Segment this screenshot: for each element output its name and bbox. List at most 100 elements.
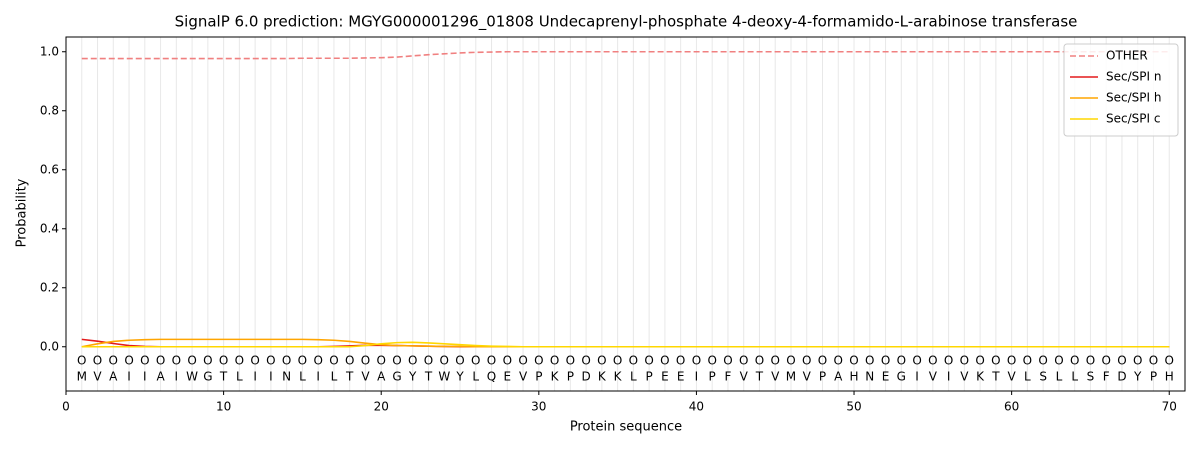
predicted-label: O	[849, 354, 858, 368]
predicted-label: O	[1165, 354, 1174, 368]
predicted-label: O	[487, 354, 496, 368]
predicted-label: O	[266, 354, 275, 368]
predicted-label: O	[1149, 354, 1158, 368]
residue-label: V	[929, 370, 938, 384]
legend-box	[1063, 43, 1179, 137]
predicted-label: O	[786, 354, 795, 368]
residue-label: V	[519, 370, 528, 384]
predicted-label: O	[235, 354, 244, 368]
residue-label: A	[377, 370, 386, 384]
predicted-label: O	[408, 354, 417, 368]
plot-frame	[65, 36, 1186, 392]
residue-label: V	[960, 370, 969, 384]
predicted-label: O	[376, 354, 385, 368]
predicted-label: O	[944, 354, 953, 368]
predicted-label: O	[755, 354, 764, 368]
predicted-label: O	[1054, 354, 1063, 368]
residue-label: I	[269, 370, 273, 384]
predicted-label: O	[897, 354, 906, 368]
residue-label: I	[253, 370, 257, 384]
residue-label: T	[219, 370, 228, 384]
residue-label: P	[709, 370, 716, 384]
predicted-label: O	[313, 354, 322, 368]
series-line	[81, 50, 1170, 60]
predicted-label: O	[739, 354, 748, 368]
residue-label: V	[1008, 370, 1017, 384]
predicted-label: O	[644, 354, 653, 368]
series-line	[81, 338, 1170, 348]
residue-label: P	[1150, 370, 1157, 384]
residue-label: M	[786, 370, 796, 384]
y-axis-label: Probability	[15, 178, 30, 247]
residue-label: Y	[1133, 370, 1142, 384]
predicted-label: O	[802, 354, 811, 368]
residue-label: L	[331, 370, 338, 384]
residue-label: P	[819, 370, 826, 384]
residue-label: V	[803, 370, 812, 384]
residue-label: A	[834, 370, 843, 384]
residue-label: T	[991, 370, 1000, 384]
x-axis-label: Protein sequence	[570, 420, 682, 435]
predicted-label: O	[534, 354, 543, 368]
residue-label: T	[345, 370, 354, 384]
residue-label: Y	[408, 370, 417, 384]
x-tick-label: 30	[531, 400, 546, 414]
x-tick-label: 10	[216, 400, 231, 414]
residue-label: A	[109, 370, 118, 384]
predicted-label: O	[692, 354, 701, 368]
predicted-label: O	[172, 354, 181, 368]
predicted-label: O	[613, 354, 622, 368]
residue-label: I	[175, 370, 179, 384]
residue-label: E	[661, 370, 669, 384]
residue-label: N	[282, 370, 291, 384]
legend: OTHER Sec/SPI n Sec/SPI h Sec/SPI c	[1063, 43, 1179, 137]
predicted-label: O	[550, 354, 559, 368]
residue-label: K	[976, 370, 985, 384]
predicted-label: O	[455, 354, 464, 368]
residue-label: I	[127, 370, 131, 384]
x-tick-label: 20	[374, 400, 389, 414]
residue-label: S	[1087, 370, 1095, 384]
residue-label: L	[1056, 370, 1063, 384]
predicted-label: O	[93, 354, 102, 368]
predicted-label: O	[440, 354, 449, 368]
predicted-label: O	[707, 354, 716, 368]
predicted-label: O	[1086, 354, 1095, 368]
residue-label: G	[203, 370, 212, 384]
predicted-label: O	[597, 354, 606, 368]
predicted-label: O	[156, 354, 165, 368]
predicted-label: O	[818, 354, 827, 368]
residue-label: I	[316, 370, 320, 384]
residue-label: W	[438, 370, 450, 384]
predicted-label: O	[566, 354, 575, 368]
predicted-label: O	[723, 354, 732, 368]
predicted-label: O	[77, 354, 86, 368]
residue-label: V	[93, 370, 102, 384]
residue-label: G	[897, 370, 906, 384]
x-tick-label: 70	[1162, 400, 1177, 414]
chart-title: SignalP 6.0 prediction: MGYG000001296_01…	[175, 13, 1078, 32]
x-tick-label: 50	[846, 400, 861, 414]
predicted-label: O	[298, 354, 307, 368]
residue-label: L	[630, 370, 637, 384]
predicted-label: O	[109, 354, 118, 368]
residue-label: I	[143, 370, 147, 384]
residue-label: W	[186, 370, 198, 384]
residue-label: V	[361, 370, 370, 384]
predicted-label: O	[345, 354, 354, 368]
predicted-label: O	[187, 354, 196, 368]
residue-label: I	[947, 370, 951, 384]
y-tick-label: 0.6	[40, 162, 59, 176]
predicted-label: O	[329, 354, 338, 368]
predicted-label: O	[928, 354, 937, 368]
residue-label: P	[567, 370, 574, 384]
residue-label: P	[646, 370, 653, 384]
y-tick-label: 0.0	[40, 339, 59, 353]
predicted-label: O	[676, 354, 685, 368]
y-tick-label: 0.2	[40, 280, 59, 294]
residue-label: I	[915, 370, 919, 384]
residue-label: I	[695, 370, 699, 384]
predicted-label: O	[834, 354, 843, 368]
residue-label: H	[850, 370, 859, 384]
predicted-label: O	[991, 354, 1000, 368]
